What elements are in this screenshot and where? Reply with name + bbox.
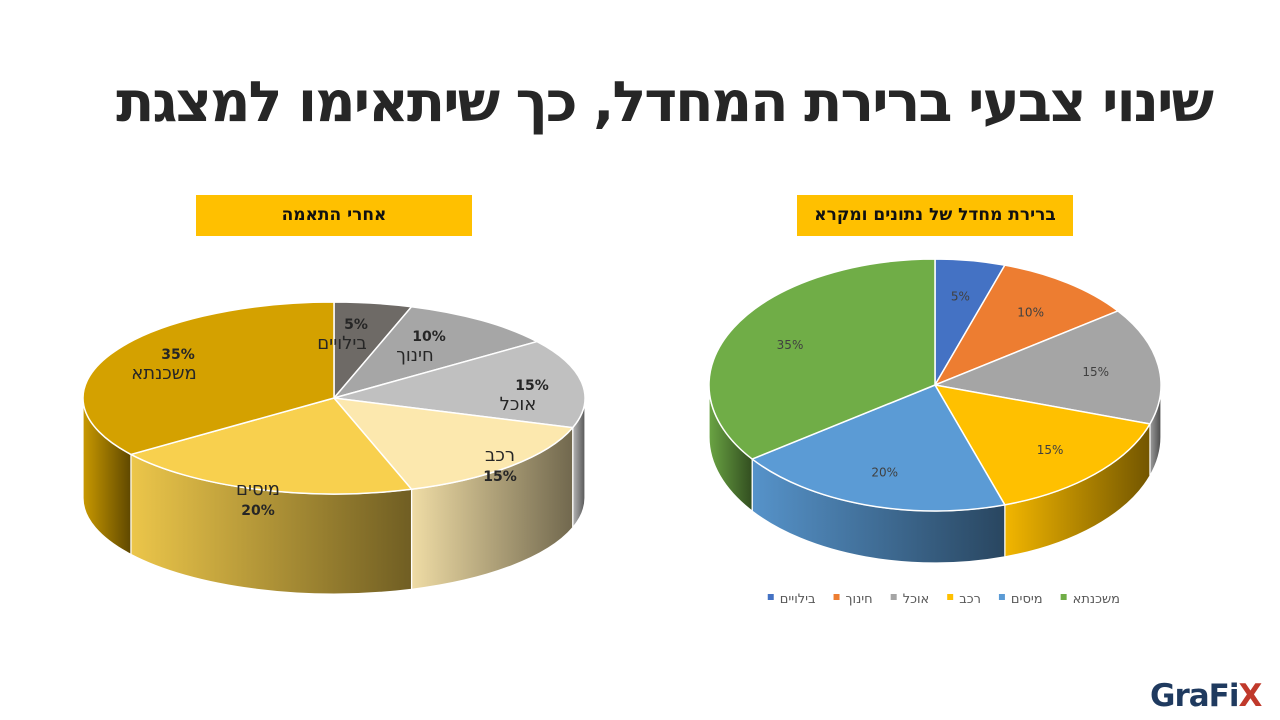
legend-swatch-3 — [947, 594, 954, 600]
legend-swatch-4 — [998, 594, 1005, 600]
legend-swatch-2 — [890, 594, 897, 600]
category-label-4: מיסים — [236, 479, 280, 500]
legend-label-5: משכנתא — [1073, 592, 1120, 607]
pie-slice-1-2 — [333, 340, 586, 429]
data-label-default-0: 5% — [951, 289, 970, 303]
value-label-5: 35% — [161, 347, 195, 363]
legend-label-0: בילויים — [780, 592, 816, 607]
value-label-2: 15% — [515, 378, 549, 394]
category-label-3: רכב — [485, 445, 515, 466]
value-label-0: 5% — [344, 317, 368, 333]
legend-swatch-5 — [1060, 594, 1067, 600]
data-label-default-1: 10% — [1017, 306, 1044, 320]
legend-label-1: חינוך — [846, 592, 873, 607]
pie-slice-0-1 — [933, 264, 1120, 387]
pie-slice-1-1 — [331, 305, 540, 400]
legend-label-2: אוכל — [903, 592, 930, 607]
data-label-default-2: 15% — [1082, 365, 1109, 379]
legend-label-4: מיסים — [1011, 592, 1043, 607]
category-label-0: בילויים — [317, 333, 367, 354]
category-label-1: חינוך — [396, 345, 434, 366]
pie-slice-1-3 — [332, 397, 575, 491]
pie-slice-1-5 — [82, 301, 335, 456]
default-chart-label: ברירת מחדל של נתונים ומקרא — [797, 195, 1073, 236]
value-label-3: 15% — [483, 469, 517, 485]
category-label-5: משכנתא — [131, 363, 197, 384]
page-title: שינוי צבעי ברירת המחדל, כך שיתאימו למצגת — [116, 70, 1214, 135]
pie-slice-0-2 — [932, 310, 1162, 425]
data-label-default-4: 20% — [871, 465, 898, 479]
category-label-2: אוכל — [500, 394, 537, 415]
data-label-default-5: 35% — [777, 338, 804, 352]
after-adjustment-label: אחרי התאמה — [196, 195, 472, 236]
legend-label-3: רכב — [959, 592, 981, 607]
legend-swatch-0 — [767, 594, 774, 600]
legend-swatch-1 — [833, 594, 840, 600]
data-label-default-3: 15% — [1037, 443, 1064, 457]
pie-slice-0-5 — [708, 258, 936, 460]
value-label-1: 10% — [412, 329, 446, 345]
pie-slice-0-3 — [933, 383, 1152, 506]
value-label-4: 20% — [241, 503, 275, 519]
grafix-logo: GraFiX — [1150, 678, 1262, 714]
pie-slice-1-4 — [128, 397, 414, 495]
pie-slice-0-4 — [750, 384, 1007, 512]
